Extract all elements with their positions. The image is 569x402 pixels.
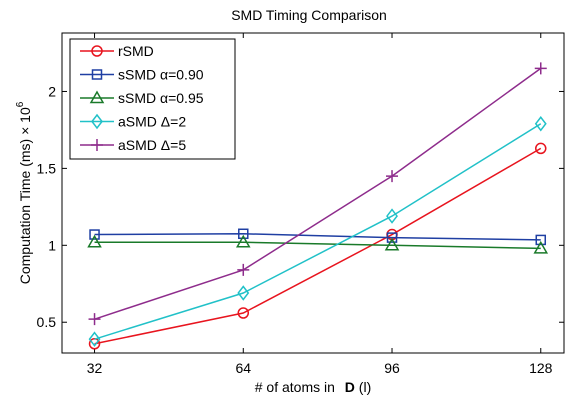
legend-label: sSMD α=0.95 bbox=[118, 90, 204, 106]
legend-entry: aSMD Δ=2 bbox=[80, 114, 186, 130]
chart-title: SMD Timing Comparison bbox=[231, 7, 387, 23]
y-axis-label-group: Computation Time (ms) × 106 bbox=[15, 101, 33, 284]
data-point bbox=[386, 232, 398, 243]
plot-frame bbox=[61, 32, 565, 354]
data-point bbox=[384, 237, 400, 251]
y-tick-label: 2 bbox=[48, 83, 56, 99]
data-point bbox=[386, 208, 398, 224]
data-point bbox=[87, 234, 102, 248]
data-point bbox=[534, 116, 547, 132]
legend-entry: rSMD bbox=[80, 43, 154, 59]
data-point bbox=[89, 229, 100, 240]
data-point bbox=[237, 263, 250, 276]
x-axis-label-part-1: # of atoms in bbox=[255, 379, 339, 395]
series-layer bbox=[87, 62, 549, 350]
legend-entry: sSMD α=0.90 bbox=[80, 67, 204, 83]
axes: 32 64 96 128 0.5 1 1.5 2 bbox=[37, 33, 564, 376]
legend-marker bbox=[91, 69, 103, 80]
data-point bbox=[535, 142, 547, 155]
series-line bbox=[94, 123, 542, 340]
series-line bbox=[94, 241, 541, 250]
data-point bbox=[534, 62, 547, 75]
data-point bbox=[535, 234, 547, 246]
x-axis-label-bold: D bbox=[345, 379, 355, 395]
y-tick-label: 0.5 bbox=[37, 314, 57, 330]
legend-entry: aSMD Δ=5 bbox=[80, 137, 186, 153]
data-point bbox=[235, 234, 251, 248]
legend-label: aSMD Δ=2 bbox=[118, 114, 186, 130]
data-point bbox=[88, 331, 101, 347]
legend-label: sSMD α=0.90 bbox=[118, 67, 204, 83]
data-point bbox=[238, 228, 249, 240]
y-tick-label: 1 bbox=[48, 237, 56, 253]
legend-marker bbox=[91, 113, 103, 130]
data-point bbox=[88, 313, 101, 326]
x-axis-label: # of atoms in D (l) bbox=[255, 379, 372, 395]
x-tick-label: 32 bbox=[87, 360, 103, 376]
series-2 bbox=[89, 228, 547, 246]
x-tick-label: 64 bbox=[235, 360, 251, 376]
data-point bbox=[237, 285, 250, 301]
legend-label: aSMD Δ=5 bbox=[118, 137, 186, 153]
legend: rSMD sSMD α=0.90 sSMD α=0.95 aSMD Δ=2 aSMD Δ… bbox=[69, 38, 236, 160]
data-point bbox=[386, 170, 399, 183]
y-axis-label: Computation Time (ms) × 106 bbox=[15, 101, 33, 284]
legend-marker bbox=[91, 139, 103, 151]
x-axis-label-part-3: (l) bbox=[355, 379, 371, 395]
legend-marker bbox=[91, 45, 103, 57]
y-axis-label-exponent: 6 bbox=[15, 101, 26, 107]
x-tick-label: 96 bbox=[384, 360, 400, 376]
data-point bbox=[533, 240, 549, 254]
series-4 bbox=[88, 116, 547, 347]
series-line bbox=[94, 67, 542, 320]
legend-marker bbox=[89, 90, 105, 104]
legend-label: rSMD bbox=[118, 43, 154, 59]
y-tick-label: 1.5 bbox=[37, 160, 57, 176]
legend-entry: sSMD α=0.95 bbox=[80, 90, 204, 106]
series-3 bbox=[87, 234, 549, 254]
y-axis-label-main: Computation Time (ms) × 10 bbox=[17, 107, 33, 284]
series-5 bbox=[88, 62, 547, 326]
series-line bbox=[94, 147, 542, 345]
series-line bbox=[94, 233, 541, 241]
data-point bbox=[237, 307, 250, 319]
x-tick-label: 128 bbox=[529, 360, 553, 376]
